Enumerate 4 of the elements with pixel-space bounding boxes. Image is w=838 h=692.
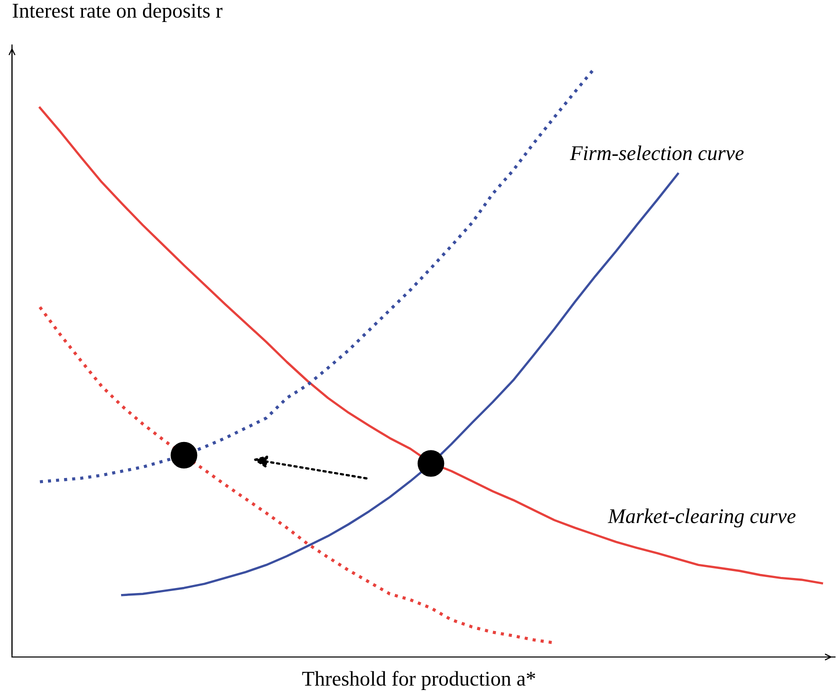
y-axis-title: Interest rate on deposits r: [12, 3, 222, 22]
series-label: Firm-selection curve: [570, 146, 744, 160]
x-axis-title: Threshold for production a*: [302, 670, 536, 690]
series-label: Market-clearing curve: [608, 508, 796, 528]
